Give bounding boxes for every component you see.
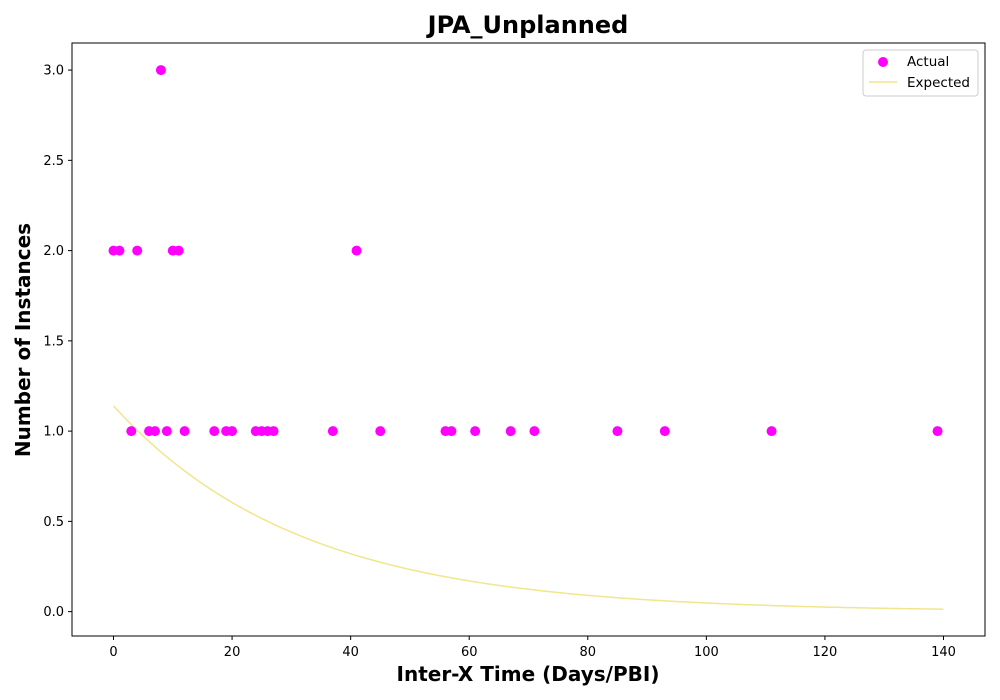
actual-point bbox=[155, 65, 166, 76]
actual-point bbox=[114, 245, 125, 256]
y-axis-title: Number of Instances bbox=[11, 223, 35, 457]
actual-point bbox=[612, 426, 623, 437]
y-tick-label: 0.5 bbox=[43, 515, 64, 530]
x-tick-label: 40 bbox=[342, 645, 359, 660]
actual-point bbox=[268, 426, 279, 437]
x-tick-label: 20 bbox=[224, 645, 241, 660]
expected-line bbox=[112, 405, 944, 610]
actual-point bbox=[179, 426, 190, 437]
actual-point bbox=[173, 245, 184, 256]
actual-point bbox=[375, 426, 386, 437]
actual-point bbox=[932, 426, 943, 437]
y-tick-label: 1.5 bbox=[43, 334, 64, 349]
plot-area bbox=[72, 43, 985, 636]
x-tick-label: 120 bbox=[813, 645, 838, 660]
plot-frame bbox=[71, 42, 986, 637]
x-tick-label: 80 bbox=[580, 645, 597, 660]
x-axis: 0 20 40 60 80 100 120 140 bbox=[109, 636, 956, 660]
y-tick-label: 2.0 bbox=[43, 244, 64, 259]
actual-point bbox=[659, 426, 670, 437]
actual-point bbox=[529, 426, 540, 437]
legend: Actual Expected bbox=[862, 49, 979, 97]
actual-point bbox=[505, 426, 516, 437]
y-tick-label: 1.0 bbox=[43, 425, 64, 440]
y-tick-label: 2.5 bbox=[43, 154, 64, 169]
x-tick-label: 0 bbox=[109, 645, 117, 660]
actual-series bbox=[108, 65, 943, 437]
actual-point bbox=[161, 426, 172, 437]
legend-expected-label: Expected bbox=[907, 75, 970, 91]
actual-point bbox=[351, 245, 362, 256]
chart-title: JPA_Unplanned bbox=[426, 11, 629, 39]
actual-point bbox=[126, 426, 137, 437]
y-tick-label: 0.0 bbox=[43, 605, 64, 620]
x-tick-label: 60 bbox=[461, 645, 478, 660]
y-axis: 0.0 0.5 1.0 1.5 2.0 2.5 3.0 bbox=[43, 64, 72, 620]
actual-point bbox=[470, 426, 481, 437]
y-tick-label: 3.0 bbox=[43, 64, 64, 79]
legend-actual-label: Actual bbox=[907, 54, 949, 70]
legend-box bbox=[862, 49, 979, 97]
x-tick-label: 140 bbox=[931, 645, 956, 660]
expected-series bbox=[112, 405, 944, 610]
actual-point bbox=[327, 426, 338, 437]
actual-point bbox=[446, 426, 457, 437]
x-tick-label: 100 bbox=[694, 645, 719, 660]
actual-point bbox=[150, 426, 160, 437]
actual-point bbox=[766, 426, 777, 437]
x-axis-title: Inter-X Time (Days/PBI) bbox=[397, 662, 660, 686]
actual-point bbox=[227, 426, 238, 437]
actual-point bbox=[132, 245, 143, 256]
legend-actual-marker bbox=[878, 57, 888, 67]
actual-point bbox=[209, 426, 220, 437]
